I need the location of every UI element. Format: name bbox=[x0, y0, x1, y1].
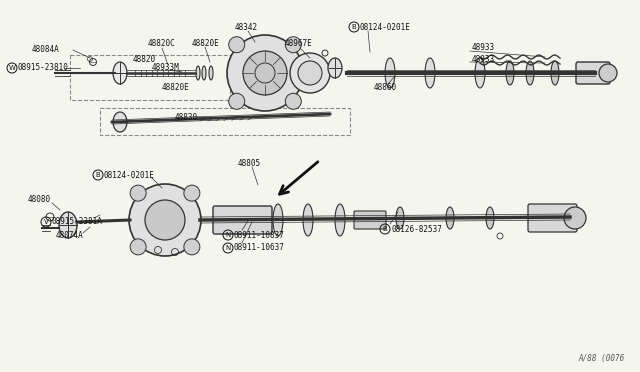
Text: 48933M: 48933M bbox=[152, 62, 180, 71]
Ellipse shape bbox=[113, 112, 127, 132]
Text: 48820: 48820 bbox=[133, 55, 156, 64]
Text: N: N bbox=[225, 245, 230, 251]
FancyBboxPatch shape bbox=[354, 211, 386, 229]
Circle shape bbox=[184, 185, 200, 201]
FancyBboxPatch shape bbox=[528, 204, 577, 232]
Text: 48830: 48830 bbox=[175, 112, 198, 122]
Text: 48820C: 48820C bbox=[148, 39, 176, 48]
Ellipse shape bbox=[551, 61, 559, 85]
Circle shape bbox=[599, 64, 617, 82]
Circle shape bbox=[130, 239, 146, 255]
Ellipse shape bbox=[202, 66, 206, 80]
Text: 08911-10637: 08911-10637 bbox=[234, 244, 285, 253]
Text: 48820E: 48820E bbox=[162, 83, 189, 93]
FancyBboxPatch shape bbox=[576, 62, 610, 84]
Ellipse shape bbox=[59, 212, 77, 238]
Text: 08124-0201E: 08124-0201E bbox=[104, 170, 155, 180]
Circle shape bbox=[129, 184, 201, 256]
Circle shape bbox=[290, 53, 330, 93]
Text: W: W bbox=[8, 65, 15, 71]
Text: 48820E: 48820E bbox=[192, 38, 220, 48]
Ellipse shape bbox=[385, 58, 395, 88]
Ellipse shape bbox=[273, 204, 283, 236]
Ellipse shape bbox=[486, 207, 494, 229]
Text: 48342: 48342 bbox=[235, 22, 258, 32]
Text: 48074A: 48074A bbox=[56, 231, 84, 241]
Text: 48933: 48933 bbox=[472, 55, 495, 64]
Ellipse shape bbox=[396, 207, 404, 229]
Text: 48805: 48805 bbox=[238, 158, 261, 167]
Ellipse shape bbox=[113, 62, 127, 84]
Circle shape bbox=[130, 185, 146, 201]
Ellipse shape bbox=[196, 66, 200, 80]
Text: V: V bbox=[44, 219, 49, 225]
Ellipse shape bbox=[209, 66, 213, 80]
Text: 08915-2381A: 08915-2381A bbox=[52, 218, 103, 227]
Text: 48933: 48933 bbox=[472, 44, 495, 52]
Ellipse shape bbox=[335, 204, 345, 236]
Circle shape bbox=[228, 93, 244, 109]
Ellipse shape bbox=[303, 204, 313, 236]
Ellipse shape bbox=[475, 58, 485, 88]
Text: 08911-10837: 08911-10837 bbox=[234, 231, 285, 240]
Text: 08915-23810: 08915-23810 bbox=[18, 64, 69, 73]
Circle shape bbox=[285, 93, 301, 109]
Text: 48084A: 48084A bbox=[32, 45, 60, 55]
Circle shape bbox=[184, 239, 200, 255]
Circle shape bbox=[228, 37, 244, 53]
Ellipse shape bbox=[506, 61, 514, 85]
Circle shape bbox=[564, 207, 586, 229]
Ellipse shape bbox=[446, 207, 454, 229]
Circle shape bbox=[243, 51, 287, 95]
Ellipse shape bbox=[526, 61, 534, 85]
Text: 08124-0201E: 08124-0201E bbox=[360, 22, 411, 32]
Text: B: B bbox=[95, 172, 100, 178]
Text: 48967E: 48967E bbox=[285, 39, 313, 48]
Text: 48860: 48860 bbox=[374, 83, 397, 92]
Ellipse shape bbox=[328, 58, 342, 78]
Text: B: B bbox=[383, 226, 387, 232]
Ellipse shape bbox=[425, 58, 435, 88]
Circle shape bbox=[285, 37, 301, 53]
Text: B: B bbox=[351, 24, 356, 30]
Circle shape bbox=[227, 35, 303, 111]
FancyBboxPatch shape bbox=[213, 206, 272, 234]
Text: 48080: 48080 bbox=[28, 196, 51, 205]
Text: 08126-82537: 08126-82537 bbox=[391, 224, 442, 234]
Circle shape bbox=[145, 200, 185, 240]
Text: A/88 (0076: A/88 (0076 bbox=[579, 353, 625, 362]
Text: N: N bbox=[225, 232, 230, 238]
Circle shape bbox=[298, 61, 322, 85]
